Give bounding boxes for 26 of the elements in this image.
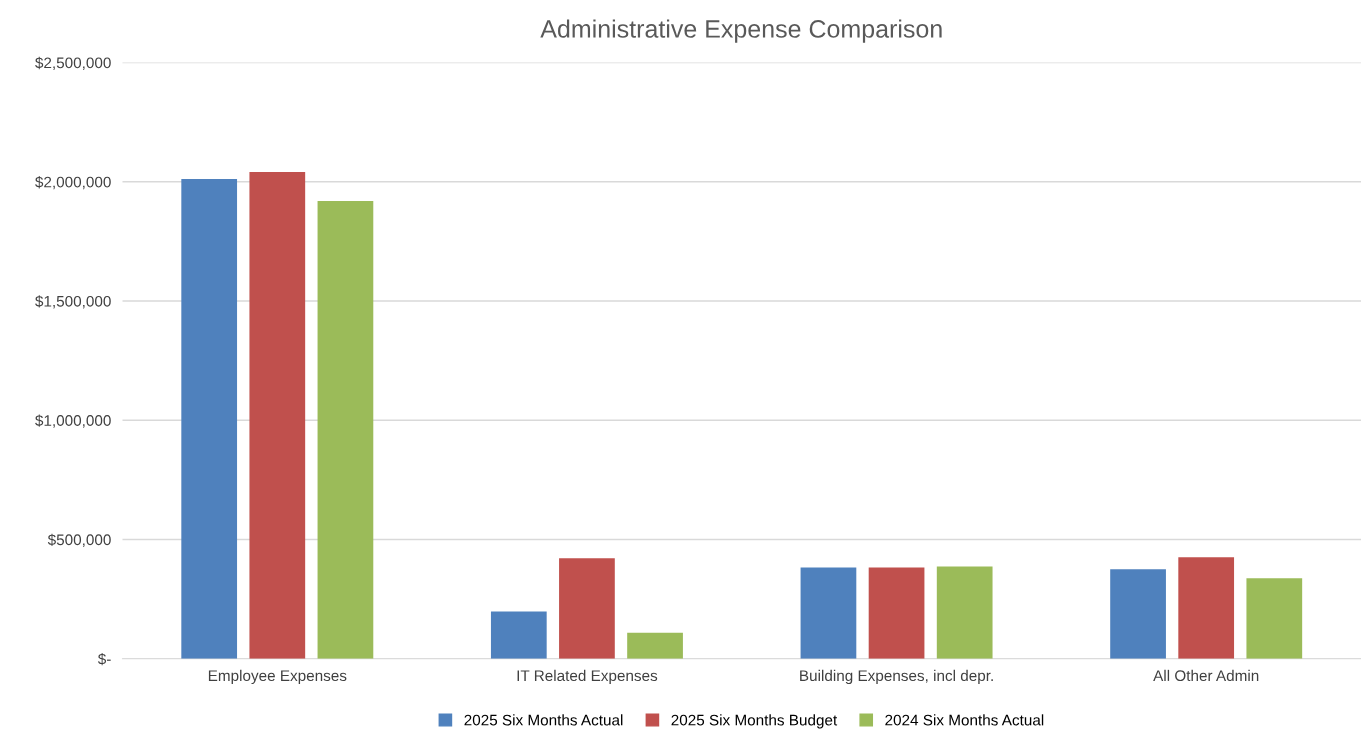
y-tick-label: $2,000,000 bbox=[35, 176, 111, 190]
bar bbox=[868, 567, 925, 659]
legend-label: 2025 Six Months Actual bbox=[464, 714, 623, 726]
x-tick-label: Employee Expenses bbox=[208, 669, 347, 685]
bar bbox=[1246, 578, 1303, 659]
bar bbox=[490, 611, 547, 659]
bar bbox=[181, 178, 238, 659]
chart-title: Administrative Expense Comparison bbox=[540, 19, 942, 43]
x-tick-label: Building Expenses, incl depr. bbox=[800, 669, 993, 685]
bar bbox=[1178, 557, 1235, 659]
bar bbox=[1110, 569, 1166, 659]
y-tick-label: $- bbox=[97, 652, 111, 666]
bar bbox=[249, 172, 306, 659]
y-tick-label: $2,500,000 bbox=[35, 56, 111, 71]
bar bbox=[936, 566, 993, 659]
y-tick-label: $1,000,000 bbox=[35, 414, 111, 428]
x-tick-label: IT Related Expenses bbox=[517, 669, 658, 685]
legend-label: 2025 Six Months Budget bbox=[671, 714, 838, 729]
bar bbox=[559, 558, 615, 659]
bar bbox=[627, 632, 683, 659]
legend-label: 2024 Six Months Actual bbox=[885, 714, 1044, 726]
bar bbox=[317, 201, 374, 659]
y-tick-label: $500,000 bbox=[47, 533, 111, 547]
bar bbox=[800, 567, 857, 659]
x-tick-label: All Other Admin bbox=[1153, 669, 1259, 682]
y-tick-label: $1,500,000 bbox=[35, 295, 111, 309]
